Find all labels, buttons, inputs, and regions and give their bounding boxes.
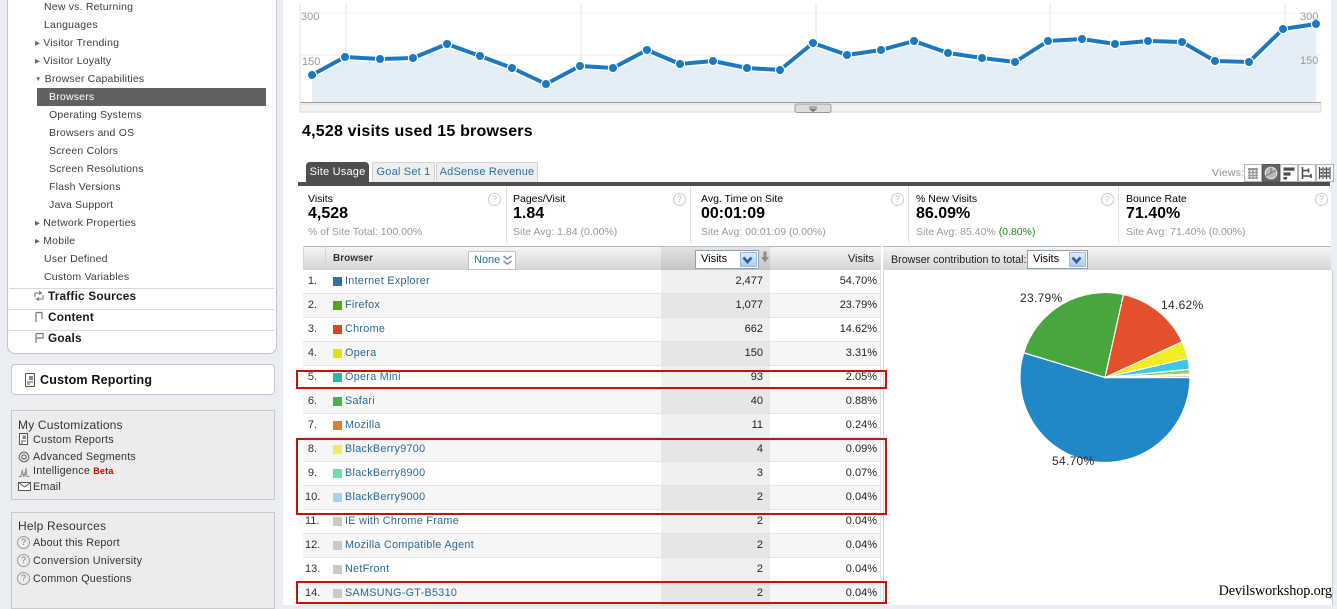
svg-text:150: 150	[1300, 55, 1318, 67]
svg-text:150: 150	[302, 56, 320, 68]
svg-text:300: 300	[1300, 11, 1318, 23]
svg-text:300: 300	[301, 11, 319, 23]
